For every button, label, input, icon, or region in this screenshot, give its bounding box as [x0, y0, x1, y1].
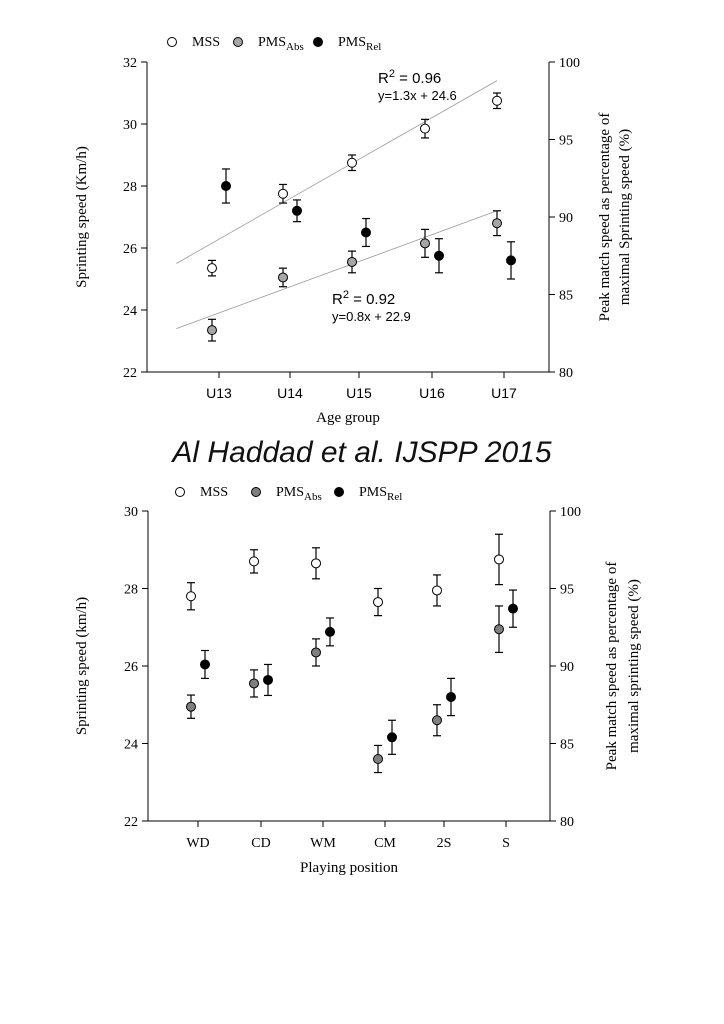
legend-marker — [251, 487, 261, 497]
point-mss — [373, 597, 383, 608]
y-tick-label-right: 85 — [559, 289, 573, 304]
point-pms-rel — [434, 250, 444, 261]
point-pms-rel — [361, 227, 371, 238]
point-pms-abs — [186, 701, 196, 712]
y-tick-label-right: 80 — [559, 366, 573, 381]
point-pms-rel — [292, 205, 302, 216]
y-axis-label-right-line2: maximal Sprinting speed (%) — [617, 129, 633, 305]
trendline-pms_abs — [176, 210, 498, 329]
legend-label: MSS — [200, 485, 228, 500]
y-axis-label-left: Sprinting speed (km/h) — [74, 597, 90, 735]
x-tick-label: CD — [251, 836, 270, 851]
legend-label: PMSAbs — [258, 35, 304, 53]
point-pms-abs — [311, 647, 321, 658]
x-tick-label: U16 — [419, 385, 445, 401]
x-tick-label: U17 — [491, 385, 517, 401]
y-tick-label-right: 80 — [560, 815, 574, 830]
point-mss — [420, 123, 430, 134]
x-tick-label: U15 — [346, 385, 372, 401]
point-mss — [494, 554, 504, 565]
point-pms-abs — [420, 238, 430, 249]
x-tick-label: WM — [310, 836, 336, 851]
point-pms-rel — [221, 181, 231, 191]
y-tick-label-right: 95 — [559, 134, 573, 149]
x-tick-label: CM — [374, 836, 396, 851]
point-pms-rel — [263, 674, 273, 685]
y-tick-label-left: 28 — [124, 583, 138, 598]
point-pms-rel — [508, 603, 518, 614]
r2-annotation: R2 = 0.92 — [332, 289, 395, 308]
y-tick-label-left: 24 — [123, 304, 137, 319]
point-pms-rel — [200, 659, 210, 670]
x-tick-label: S — [502, 836, 510, 851]
point-pms-abs — [207, 325, 217, 336]
x-tick-label: U13 — [206, 385, 232, 401]
y-tick-label-right: 85 — [560, 738, 574, 753]
point-mss — [249, 556, 259, 567]
equation-annotation: y=1.3x + 24.6 — [378, 88, 457, 103]
point-pms-abs — [347, 256, 357, 267]
legend-marker — [175, 487, 185, 497]
y-tick-label-left: 26 — [123, 242, 137, 257]
point-mss — [207, 263, 217, 274]
x-tick-label: U14 — [277, 385, 303, 401]
point-mss — [492, 95, 502, 106]
y-tick-label-left: 32 — [123, 56, 137, 71]
legend-label: PMSAbs — [276, 485, 322, 503]
y-tick-label-left: 24 — [124, 738, 138, 753]
point-mss — [186, 591, 196, 602]
point-pms-abs — [432, 715, 442, 726]
point-mss — [432, 585, 442, 596]
x-tick-label: 2S — [437, 836, 452, 851]
chart-age-group: 22 24 26 28 30 32 80 85 90 95 100 U13 U14 U15 U16 U17 Ag… — [74, 35, 633, 426]
point-pms-abs — [494, 624, 504, 635]
y-tick-label-right: 100 — [559, 56, 580, 71]
legend-label: MSS — [192, 35, 220, 50]
y-axis-label-left: Sprinting speed (Km/h) — [74, 146, 90, 288]
y-axis-label-right-line1: Peak match speed as percentage of — [597, 113, 613, 322]
point-pms-rel — [506, 255, 516, 266]
y-tick-label-right: 90 — [560, 660, 574, 675]
point-pms-rel — [446, 692, 456, 702]
y-tick-label-left: 28 — [123, 180, 137, 195]
y-tick-label-left: 26 — [124, 660, 138, 675]
legend-label: PMSRel — [338, 35, 381, 53]
r2-annotation: R2 = 0.96 — [378, 68, 441, 87]
legend-marker — [334, 487, 344, 497]
x-tick-label: WD — [186, 836, 209, 851]
x-axis-label: Playing position — [300, 860, 398, 876]
y-tick-label-left: 22 — [124, 815, 138, 830]
legend-marker — [233, 37, 243, 47]
y-tick-label-right: 90 — [559, 211, 573, 226]
point-pms-abs — [492, 218, 502, 229]
point-mss — [311, 558, 321, 569]
y-tick-label-left: 30 — [124, 505, 138, 520]
y-tick-label-right: 100 — [560, 505, 581, 520]
y-tick-label-right: 95 — [560, 583, 574, 598]
point-pms-rel — [325, 626, 335, 637]
chart-playing-position: 22 24 26 28 30 80 85 90 95 100 WD CD WM CM 2S S Playing … — [74, 485, 642, 876]
point-mss — [278, 188, 288, 199]
y-axis-label-right-line2: maximal sprinting speed (%) — [626, 579, 642, 753]
point-mss — [347, 157, 357, 168]
point-pms-abs — [373, 754, 383, 764]
y-axis-label-right-line1: Peak match speed as percentage of — [604, 562, 620, 771]
legend-marker — [313, 37, 323, 47]
legend-label: PMSRel — [359, 485, 402, 503]
trendline-mss — [176, 80, 498, 264]
x-axis-label: Age group — [316, 410, 380, 426]
y-tick-label-left: 22 — [123, 366, 137, 381]
y-tick-label-left: 30 — [123, 118, 137, 133]
legend-marker — [167, 37, 177, 47]
point-pms-abs — [249, 678, 259, 689]
point-pms-rel — [387, 732, 397, 743]
point-pms-abs — [278, 272, 288, 283]
equation-annotation: y=0.8x + 22.9 — [332, 309, 411, 324]
watermark-citation: Al Haddad et al. IJSPP 2015 — [170, 436, 551, 469]
